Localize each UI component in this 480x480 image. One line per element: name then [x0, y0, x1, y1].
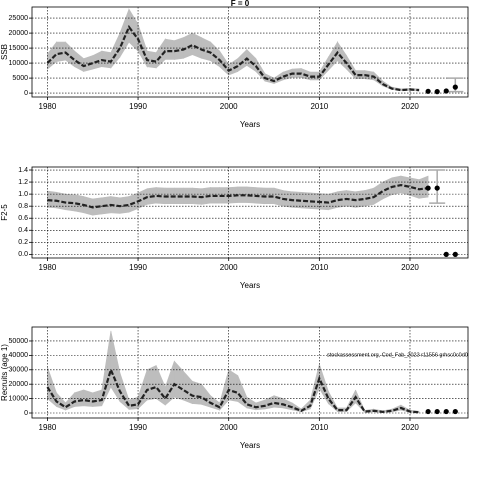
- confidence-band: [192, 380, 202, 405]
- y-tick-label: 1.2: [18, 179, 28, 186]
- confidence-band: [273, 395, 284, 409]
- y-tick-label: 0: [24, 90, 28, 97]
- plot-area: [32, 167, 468, 258]
- forecast-point: [452, 84, 458, 90]
- x-tick-label: 2000: [220, 423, 238, 432]
- y-tick-label: 10000: [9, 60, 29, 67]
- y-tick-label: 0.6: [18, 215, 28, 222]
- plot-frame: [31, 6, 469, 98]
- y-tick-label: 0.4: [18, 227, 28, 234]
- y-tick-label: 1.0: [18, 191, 28, 198]
- y-tick-label: 5000: [12, 75, 28, 82]
- forecast-point: [434, 185, 440, 191]
- median-line: [46, 24, 420, 92]
- confidence-band: [228, 369, 239, 402]
- forecast-point: [443, 88, 449, 94]
- y-tick-label: 50000: [9, 338, 29, 345]
- forecast-point: [443, 408, 449, 415]
- x-axis-label: Years: [240, 441, 260, 450]
- y-tick-label: 15000: [9, 45, 29, 52]
- plot-area: [32, 7, 468, 97]
- confidence-band: [92, 389, 103, 407]
- x-tick-label: 2010: [310, 423, 328, 432]
- confidence-band: [291, 402, 302, 413]
- y-tick-label: 0: [24, 410, 28, 417]
- x-tick-label: 1980: [39, 263, 57, 272]
- confidence-band: [174, 37, 184, 60]
- panel: 1980 1990 2000 2010 2020 0.0 0.2 0.4 0.6 0.8 1.0 1.…: [0, 166, 469, 290]
- x-tick-label: 1980: [39, 102, 57, 111]
- plot-frame: [31, 326, 469, 419]
- annotation: stockassessment.org, Cod_Fab_2023 r11556…: [327, 352, 480, 358]
- x-tick-label: 1990: [129, 423, 147, 432]
- x-tick-label: 2010: [310, 102, 328, 111]
- confidence-band: [264, 395, 275, 410]
- forecast-point: [425, 408, 431, 415]
- forecast-point: [452, 251, 458, 257]
- x-axis-label: Years: [240, 120, 260, 129]
- y-tick-label: 0.8: [18, 203, 28, 210]
- y-tick-label: 40000: [9, 352, 29, 359]
- confidence-band: [146, 364, 157, 401]
- y-axis-label: SSB: [0, 44, 9, 60]
- y-tick-label: 25000: [9, 15, 29, 22]
- x-tick-label: 2000: [220, 263, 238, 272]
- confidence-band: [119, 8, 130, 59]
- y-tick-label: 20000: [9, 30, 29, 37]
- confidence-band: [137, 24, 148, 68]
- x-tick-label: 2020: [401, 102, 419, 111]
- x-axis-label: Years: [240, 281, 260, 290]
- median-line: [47, 183, 429, 209]
- y-axis-label: Recruits (age 1): [0, 344, 9, 401]
- x-tick-label: 2020: [401, 423, 419, 432]
- forecast-point: [425, 185, 431, 191]
- forecast-point: [425, 88, 431, 94]
- panel: 1980 1990 2000 2010 2020 0 5000 10000 15000 20000…: [0, 0, 469, 129]
- median-line: [46, 366, 420, 414]
- x-tick-label: 2020: [401, 263, 419, 272]
- forecast-point: [452, 408, 458, 415]
- x-tick-label: 1990: [129, 102, 147, 111]
- confidence-band: [56, 41, 66, 62]
- forecast-point: [434, 408, 440, 415]
- confidence-band: [192, 32, 202, 59]
- y-tick-label: 0.0: [18, 251, 28, 258]
- confidence-band: [201, 383, 211, 408]
- confidence-band: [164, 38, 175, 60]
- y-axis-label: F2-5: [0, 204, 9, 221]
- x-tick-label: 2010: [310, 263, 328, 272]
- x-tick-label: 1980: [39, 423, 57, 432]
- confidence-band: [74, 389, 84, 407]
- y-tick-label: 1.4: [18, 167, 28, 174]
- panel: stockassessment.org, Cod_Fab_2023 r11556…: [0, 326, 480, 450]
- y-tick-label: 0.2: [18, 239, 28, 246]
- confidence-band: [83, 389, 94, 407]
- confidence-band: [346, 54, 356, 80]
- y-tick-label: 30000: [9, 367, 29, 374]
- confidence-band: [128, 396, 139, 410]
- confidence-band: [155, 365, 166, 406]
- forecast-point: [434, 89, 440, 95]
- plot-frame: [31, 166, 469, 259]
- plot-area: stockassessment.org, Cod_Fab_2023 r11556…: [32, 327, 480, 418]
- x-tick-label: 2000: [220, 102, 238, 111]
- confidence-band: [92, 50, 103, 70]
- chart-title: F = 0: [231, 0, 250, 8]
- confidence-band: [174, 360, 184, 401]
- x-tick-label: 1990: [129, 263, 147, 272]
- forecast-point: [443, 251, 449, 257]
- confidence-band: [418, 175, 429, 199]
- y-tick-label: 10000: [9, 395, 29, 402]
- y-tick-label: 20000: [9, 381, 29, 388]
